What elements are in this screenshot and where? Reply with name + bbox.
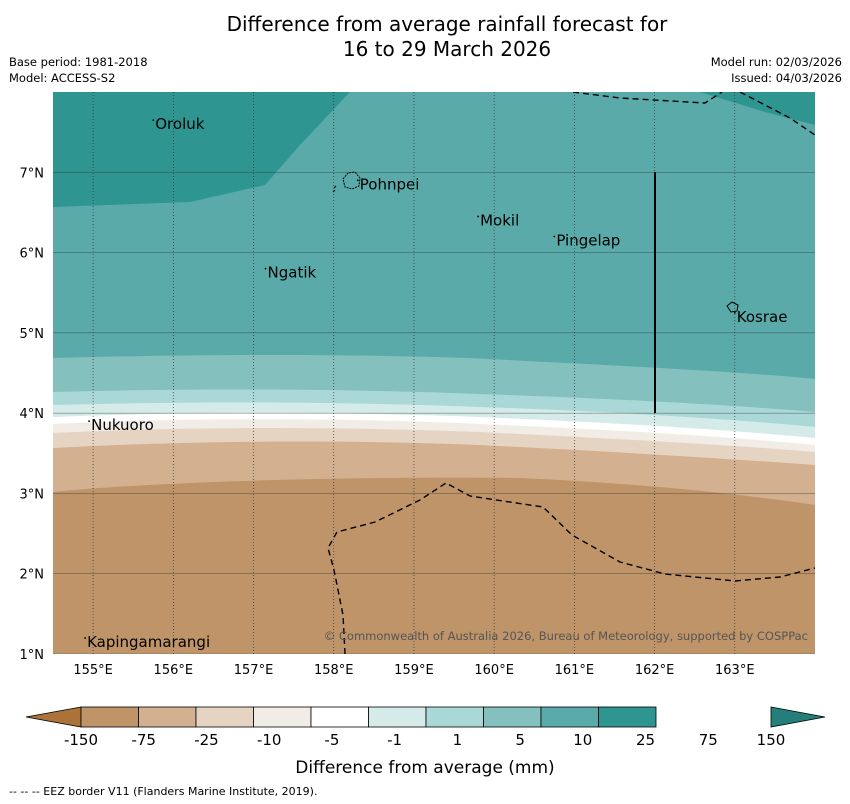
lat-tick-label: 5°N	[20, 327, 45, 342]
colorbar-segment	[425, 706, 484, 728]
place-label: Oroluk	[155, 115, 204, 133]
model-text: Model: ACCESS-S2	[9, 71, 116, 85]
place-marker	[553, 235, 556, 238]
title-line-2: 16 to 29 March 2026	[342, 37, 552, 61]
lat-tick-label: 2°N	[20, 568, 45, 583]
lat-tick-label: 1°N	[20, 648, 45, 663]
lat-tick-label: 4°N	[20, 407, 45, 422]
colorbar-segment	[540, 706, 599, 728]
colorbar-tick-label: 25	[636, 731, 655, 749]
lat-tick-label: 7°N	[20, 166, 45, 181]
issued-text: Issued: 04/03/2026	[731, 71, 842, 85]
colorbar-tick-label: 1	[453, 731, 463, 749]
colorbar-segment	[195, 706, 254, 728]
place-marker	[477, 215, 480, 218]
kosrae-island-outline	[726, 301, 739, 313]
colorbar-segment	[80, 706, 139, 728]
colorbar-tick-label: -1	[387, 731, 402, 749]
place-label: Kapingamarangi	[87, 633, 210, 651]
copyright-text: © Commonwealth of Australia 2026, Bureau…	[324, 629, 808, 643]
band-75-to-150-northwest	[53, 92, 350, 207]
colorbar-segment	[253, 706, 312, 728]
lon-tick-label: 161°E	[555, 663, 595, 678]
meta-right: Model run: 02/03/2026 Issued: 04/03/2026	[711, 54, 842, 86]
title-line-1: Difference from average rainfall forecas…	[226, 12, 668, 36]
lon-tick-label: 156°E	[154, 663, 194, 678]
map-area: Oroluk Pohnpei Mokil Pingelap Ngatik Kosrae Nu…	[53, 92, 815, 654]
eez-borders	[327, 92, 815, 654]
place-marker	[733, 311, 736, 314]
axis-tick-labels: 155°E 156°E 157°E 158°E 159°E 160°E 161°E 162°E…	[20, 166, 755, 678]
place-marker	[84, 637, 86, 639]
colorbar: -150 -75 -25 -10 -5 -1 1 5 10 25 75 150	[25, 706, 826, 749]
band-minus75-to-minus25	[53, 477, 815, 654]
place-label: Ngatik	[268, 264, 317, 282]
lat-tick-label: 6°N	[20, 247, 45, 262]
chart-title: Difference from average rainfall forecas…	[0, 12, 850, 62]
place-label: Nukuoro	[91, 416, 154, 434]
colorbar-segment	[138, 706, 197, 728]
eez-border-south	[327, 482, 815, 654]
colorbar-low-extend	[25, 706, 82, 728]
graticule	[53, 92, 815, 654]
colorbar-segment	[310, 706, 369, 728]
lon-tick-label: 162°E	[635, 663, 675, 678]
colorbar-segment	[368, 706, 427, 728]
colorbar-tick-label: 5	[515, 731, 525, 749]
place-labels: Oroluk Pohnpei Mokil Pingelap Ngatik Kosrae Nu…	[84, 115, 787, 651]
place-label: Kosrae	[737, 308, 788, 326]
lon-tick-label: 158°E	[314, 663, 354, 678]
colorbar-tick-label: -5	[324, 731, 339, 749]
model-run-text: Model run: 02/03/2026	[710, 55, 842, 69]
place-marker	[88, 420, 90, 423]
meta-left: Base period: 1981-2018 Model: ACCESS-S2	[9, 54, 148, 86]
place-marker	[264, 267, 267, 270]
place-label: Pingelap	[556, 232, 620, 250]
colorbar-tick-label: 75	[699, 731, 718, 749]
colorbar-label: Difference from average (mm)	[295, 758, 554, 778]
lat-tick-label: 3°N	[20, 487, 45, 502]
colorbar-segment	[483, 706, 542, 728]
colorbar-tick-label: -150	[64, 731, 98, 749]
colorbar-tick-label: -10	[257, 731, 282, 749]
eez-footnote: -- -- -- EEZ border V11 (Flanders Marine…	[9, 785, 318, 798]
colorbar-segment	[598, 706, 657, 728]
colorbar-tick-label: 150	[757, 731, 786, 749]
eez-border-north	[572, 92, 723, 104]
ant-atoll-outline	[332, 185, 337, 193]
place-marker	[356, 179, 359, 182]
colorbar-tick-label: -25	[194, 731, 219, 749]
lon-tick-label: 163°E	[715, 663, 755, 678]
place-marker	[152, 119, 155, 122]
colorbar-high-extend	[770, 706, 826, 728]
colorbar-tick-label: 10	[573, 731, 592, 749]
place-label: Pohnpei	[360, 175, 420, 193]
lon-tick-label: 159°E	[394, 663, 434, 678]
colorbar-tick-label: -75	[131, 731, 156, 749]
place-label: Mokil	[480, 211, 519, 229]
lon-tick-label: 155°E	[73, 663, 113, 678]
base-period-text: Base period: 1981-2018	[9, 55, 148, 69]
lon-tick-label: 157°E	[234, 663, 274, 678]
lon-tick-label: 160°E	[474, 663, 514, 678]
